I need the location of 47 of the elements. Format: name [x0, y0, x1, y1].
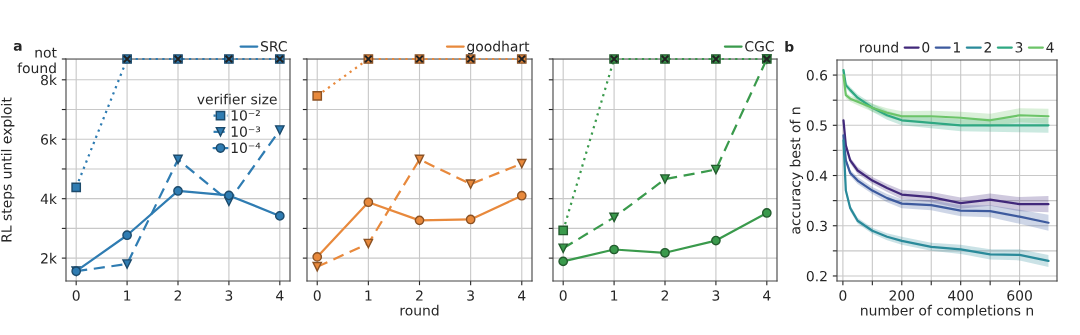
y-tick-label: 6k — [41, 133, 57, 145]
legend-label: 10⁻³ — [231, 126, 261, 137]
chart-title: goodhart — [467, 40, 530, 55]
text: b — [785, 41, 794, 52]
legend-title: round — [860, 41, 898, 53]
y-tick-label: 0.4 — [806, 170, 828, 181]
chart-title: SRC — [260, 41, 287, 52]
y-tick-label: 0.6 — [806, 70, 828, 81]
x-tick-label: 400 — [948, 290, 974, 301]
y-tick-label: 2k — [41, 252, 57, 264]
x-tick-label: 1 — [124, 290, 131, 301]
y-axis-title: accuracy best of n — [789, 107, 804, 234]
legend-label: 3 — [1015, 42, 1023, 53]
x-tick-label: 0 — [313, 290, 321, 301]
x-tick-label: 3 — [712, 290, 720, 301]
text: a — [13, 42, 22, 51]
x-axis-title: number of completions n — [861, 304, 1033, 319]
x-tick-label: 0 — [839, 290, 847, 301]
legend-label: 10⁻⁴ — [231, 142, 261, 154]
x-axis-title: round — [400, 304, 439, 316]
y-tick-label: 8k — [41, 74, 57, 86]
legend-label: 10⁻² — [231, 110, 260, 121]
x-tick-label: 4 — [763, 290, 771, 301]
legend-label: 2 — [984, 42, 991, 53]
x-tick-label: 2 — [174, 290, 182, 301]
x-tick-label: 600 — [1007, 290, 1032, 301]
x-tick-label: 0 — [559, 290, 567, 301]
x-tick-label: 2 — [416, 290, 423, 301]
chart-title: CGC — [745, 41, 774, 52]
x-tick-label: 1 — [365, 290, 372, 301]
x-tick-label: 4 — [518, 290, 526, 301]
x-tick-label: 0 — [72, 290, 80, 301]
legend-label: 4 — [1046, 42, 1054, 53]
y-tick-label: 0.5 — [806, 120, 827, 131]
y-axis-title: RL steps until exploit — [0, 97, 15, 242]
y-tick-label: 0.2 — [806, 270, 827, 282]
x-tick-label: 3 — [467, 290, 474, 301]
y-tick-label: 0.3 — [806, 220, 827, 232]
x-tick-label: 4 — [276, 290, 284, 301]
x-tick-label: 2 — [661, 290, 669, 301]
legend-label: 0 — [922, 42, 930, 53]
y-tick-label: 4k — [40, 193, 57, 204]
legend-label: 1 — [953, 42, 960, 53]
x-tick-label: 3 — [225, 290, 233, 301]
x-tick-label: 1 — [611, 290, 618, 301]
legend-title: verifier size — [197, 93, 277, 105]
x-tick-label: 200 — [889, 290, 915, 301]
